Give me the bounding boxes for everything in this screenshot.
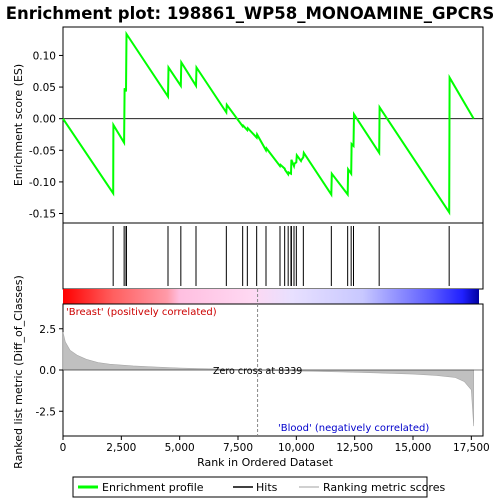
- legend-hits-label: Hits: [256, 481, 278, 494]
- metric-y-tick-label: 0.0: [39, 365, 56, 377]
- es-panel-frame: [62, 26, 484, 224]
- zero-cross-label: Zero cross at 8339: [213, 366, 302, 377]
- hits-panel-frame: [62, 222, 484, 290]
- legend-profile-label: Enrichment profile: [102, 481, 204, 494]
- chart-title: Enrichment plot: 198861_WP58_MONOAMINE_G…: [6, 4, 495, 23]
- x-tick-label: 5,000: [165, 442, 195, 454]
- es-y-tick-label: -0.05: [29, 145, 56, 157]
- x-tick-label: 12,500: [336, 442, 373, 454]
- es-y-tick-label: 0.10: [33, 50, 56, 62]
- es-y-tick-label: 0.00: [33, 114, 56, 126]
- x-tick-label: 2,500: [106, 442, 136, 454]
- es-y-axis-label: Enrichment score (ES): [12, 64, 25, 186]
- x-axis-label: Rank in Ordered Dataset: [197, 456, 334, 469]
- enrichment-profile-line: [62, 30, 475, 216]
- legend-metric-label: Ranking metric scores: [323, 481, 445, 494]
- es-y-tick-label: -0.10: [29, 177, 56, 189]
- x-tick-label: 10,000: [278, 442, 315, 454]
- metric-y-axis-label: Ranked list metric (Diff_of_Classes): [12, 275, 25, 469]
- metric-y-tick-label: 2.5: [39, 324, 56, 336]
- metric-y-tick-label: -2.5: [36, 406, 57, 418]
- x-tick-label: 7,500: [223, 442, 253, 454]
- es-y-tick-label: 0.05: [33, 82, 56, 94]
- x-tick-label: 17,500: [453, 442, 490, 454]
- positive-class-label: 'Breast' (positively correlated): [66, 307, 217, 318]
- x-tick-label: 15,000: [395, 442, 432, 454]
- ranking-gradient-bar: [63, 289, 479, 304]
- x-tick-label: 0: [60, 442, 67, 454]
- negative-class-label: 'Blood' (negatively correlated): [278, 423, 429, 434]
- es-y-tick-label: -0.15: [29, 209, 56, 221]
